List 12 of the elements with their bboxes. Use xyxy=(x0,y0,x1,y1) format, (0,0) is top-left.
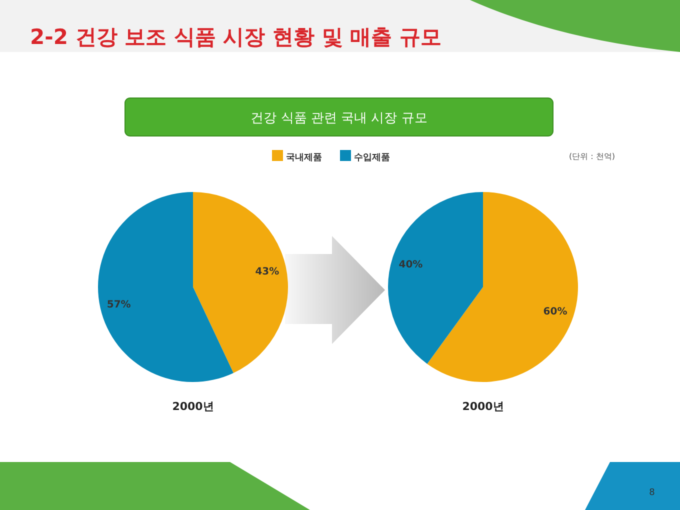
chart-subtitle: 건강 식품 관련 국내 시장 규모 xyxy=(250,111,428,126)
text: 2000년 xyxy=(462,400,504,413)
text: (단위 : 천억) xyxy=(568,152,615,161)
legend-label: 수입제품 xyxy=(354,153,390,163)
legend-label: 국내제품 xyxy=(286,153,322,163)
data-label: 60% xyxy=(543,306,568,318)
chart-title: 2-2 건강 보조 식품 시장 현황 및 매출 규모 xyxy=(30,25,442,49)
text: 2000년 xyxy=(172,400,214,413)
data-label: 57% xyxy=(106,300,131,311)
text: 8 xyxy=(649,488,656,498)
data-label: 43% xyxy=(255,266,280,278)
data-label: 40% xyxy=(398,260,423,271)
